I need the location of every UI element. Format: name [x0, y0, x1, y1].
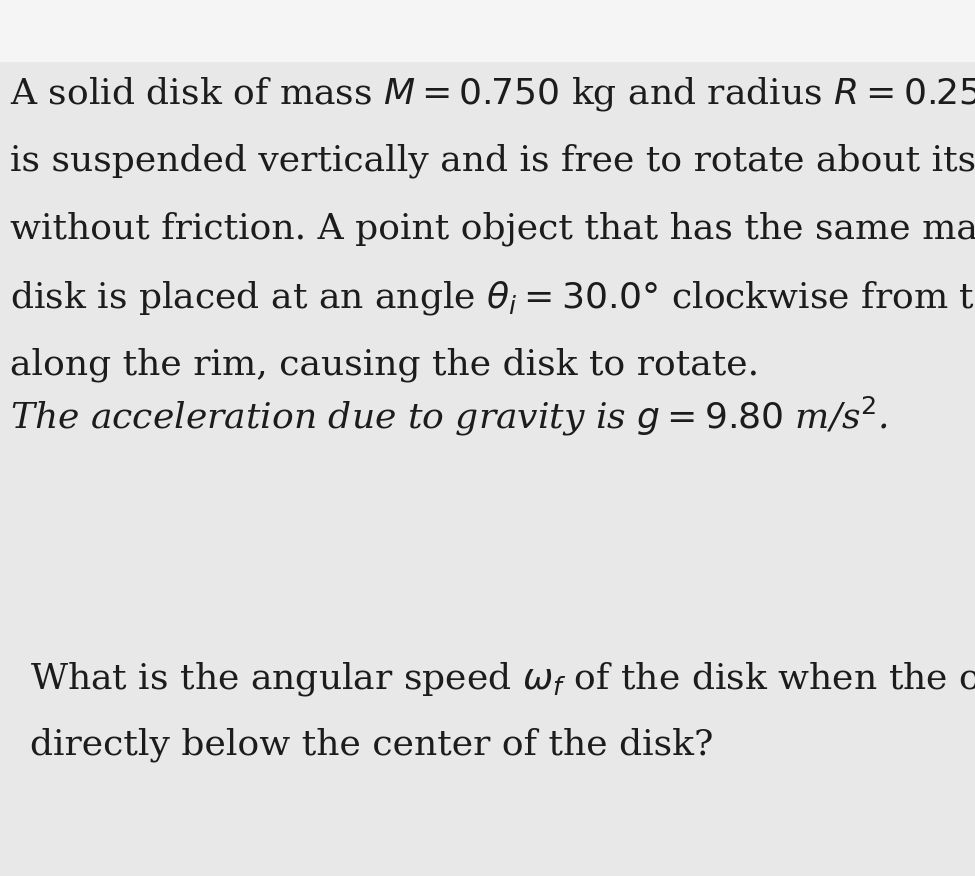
Bar: [0, 0, 975, 61]
Text: disk is placed at an angle $\theta_i = 30.0°$ clockwise from the top: disk is placed at an angle $\theta_i = 3…: [10, 279, 975, 317]
Text: along the rim, causing the disk to rotate.: along the rim, causing the disk to rotat…: [10, 347, 760, 382]
Text: The acceleration due to gravity is $g = 9.80$ m/s$^2$.: The acceleration due to gravity is $g = …: [10, 395, 887, 438]
Text: directly below the center of the disk?: directly below the center of the disk?: [30, 728, 714, 762]
Text: is suspended vertically and is free to rotate about its center: is suspended vertically and is free to r…: [10, 143, 975, 178]
Text: without friction. A point object that has the same mass as the: without friction. A point object that ha…: [10, 211, 975, 245]
Text: A solid disk of mass $M = 0.750$ kg and radius $R = 0.250$ m: A solid disk of mass $M = 0.750$ kg and …: [10, 75, 975, 113]
Text: What is the angular speed $\omega_f$ of the disk when the object is: What is the angular speed $\omega_f$ of …: [30, 660, 975, 698]
